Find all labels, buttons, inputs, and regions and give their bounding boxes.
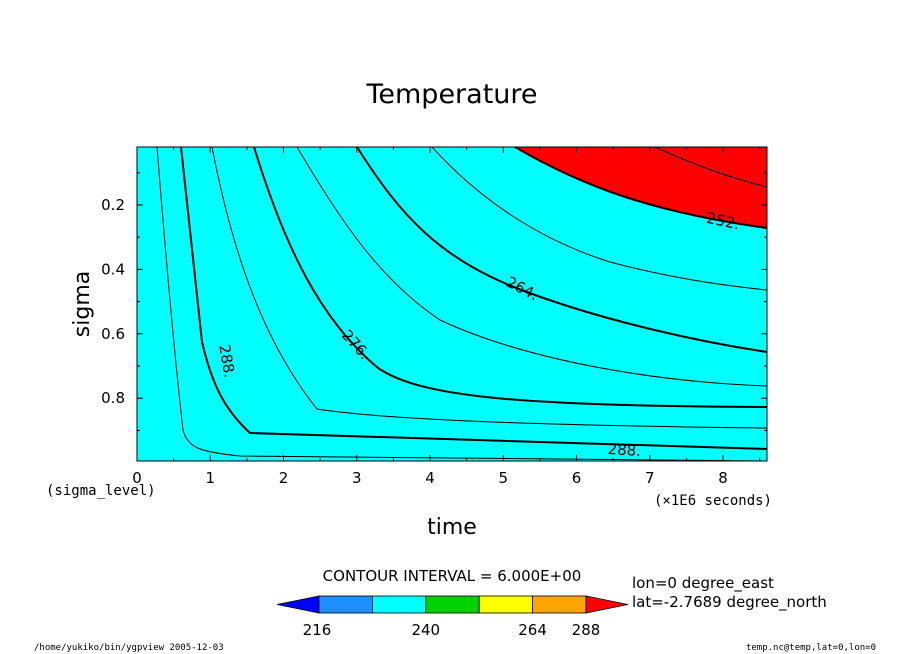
- x-axis-title: time: [427, 515, 477, 540]
- x-tick-label: 7: [645, 469, 655, 487]
- colorbar-extend-high: [585, 595, 629, 614]
- footer-right: temp.nc@temp,lat=0,lon=0: [746, 643, 876, 653]
- colorbar-box: [371, 595, 427, 614]
- y-tick-label: 0.8: [101, 389, 125, 407]
- x-unit-label: (×1E6 seconds): [654, 493, 772, 509]
- contour-line-layer: [156, 147, 767, 461]
- y-axis-ticks: 0.2 0.4 0.6 0.8: [101, 172, 767, 431]
- x-tick-label: 0: [132, 469, 142, 487]
- colorbar-box: [532, 595, 587, 614]
- fill-region-lt-246: [137, 147, 767, 461]
- colorbar-tick-label: 288: [572, 621, 601, 639]
- footer-left: /home/yukiko/bin/ygpview 2005-12-03: [34, 643, 224, 653]
- colorbar-box: [425, 595, 480, 614]
- plot-frame: [136, 146, 768, 462]
- contour-line-252: [514, 147, 767, 229]
- chart-title: Temperature: [365, 79, 537, 110]
- contour-interval-text: CONTOUR INTERVAL = 6.000E+00: [323, 567, 582, 585]
- contour-line-246: [654, 147, 767, 188]
- contour-line-264: [356, 147, 767, 353]
- info-line-lon: lon=0 degree_east: [632, 574, 774, 593]
- colorbar-box: [318, 595, 373, 614]
- info-line-lat: lat=-2.7689 degree_north: [632, 593, 827, 612]
- contour-line-288: [180, 147, 767, 450]
- contour-line-276: [253, 147, 767, 408]
- colorbar-tick-label: 240: [411, 621, 440, 639]
- contour-label-288-bottom: 288.: [607, 440, 642, 460]
- x-tick-label: 3: [352, 469, 362, 487]
- y-tick-label: 0.6: [101, 325, 125, 343]
- contour-line-282: [211, 147, 767, 429]
- x-tick-label: 5: [499, 469, 509, 487]
- contour-fill-layer: [137, 147, 767, 461]
- x-tick-label: 2: [279, 469, 289, 487]
- contour-label-288-left: 288.: [215, 343, 239, 379]
- colorbar-box: [478, 595, 534, 614]
- y-unit-label: (sigma_level): [46, 483, 156, 499]
- colorbar: 216 240 264 288: [276, 595, 629, 639]
- y-tick-label: 0.2: [101, 196, 125, 214]
- x-tick-label: 4: [425, 469, 435, 487]
- x-axis-ticks: 0 1 2 3 4 5 6 7 8: [132, 147, 761, 487]
- contour-line-258: [431, 147, 767, 291]
- y-tick-label: 0.4: [101, 260, 125, 278]
- y-axis-title: sigma: [70, 271, 95, 337]
- contour-line-270: [296, 147, 767, 387]
- colorbar-tick-label: 216: [303, 621, 332, 639]
- x-tick-label: 1: [205, 469, 215, 487]
- x-tick-label: 8: [718, 469, 728, 487]
- colorbar-tick-label: 264: [518, 621, 547, 639]
- x-tick-label: 6: [572, 469, 582, 487]
- contour-line-291: [156, 147, 767, 461]
- colorbar-extend-low: [276, 595, 320, 614]
